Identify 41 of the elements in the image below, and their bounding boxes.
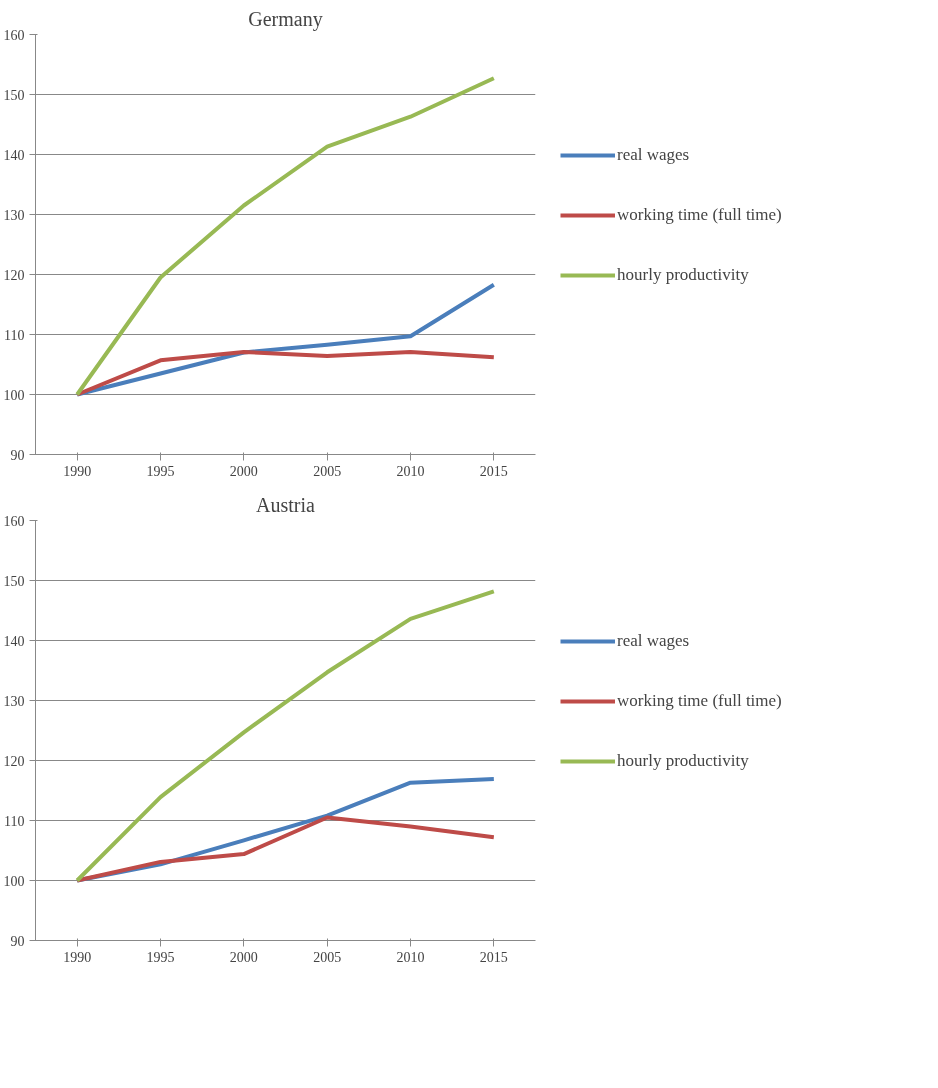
legend-label: real wages <box>617 630 690 651</box>
y-tick-label: 110 <box>4 327 25 343</box>
chart-title: Austria <box>256 493 316 516</box>
legend-label: working time (full time) <box>617 204 782 225</box>
x-tick-label: 1995 <box>146 949 175 965</box>
x-tick-label: 1990 <box>63 463 92 479</box>
legend-label: real wages <box>617 144 690 165</box>
y-tick-label: 110 <box>4 813 25 829</box>
x-tick-label: 2010 <box>396 463 425 479</box>
y-tick-label: 100 <box>3 387 25 403</box>
line-series <box>75 815 496 883</box>
x-tick-label: 2005 <box>313 463 342 479</box>
y-tick-label: 130 <box>3 693 25 709</box>
x-tick-label: 2015 <box>479 463 508 479</box>
y-tick-label: 150 <box>3 87 25 103</box>
x-tick-label: 1995 <box>146 463 175 479</box>
y-tick-label: 150 <box>3 573 25 589</box>
y-tick-label: 120 <box>3 753 25 769</box>
y-tick-label: 90 <box>10 933 25 949</box>
x-tick-label: 1990 <box>63 949 92 965</box>
y-tick-label: 100 <box>3 873 25 889</box>
line-series <box>75 349 496 397</box>
chart-title: Germany <box>248 7 323 31</box>
legend-label: working time (full time) <box>617 690 782 711</box>
line-series <box>75 282 496 397</box>
x-tick-label: 2015 <box>479 949 508 965</box>
legend-label: hourly productivity <box>617 750 749 771</box>
y-tick-label: 120 <box>3 267 25 283</box>
x-tick-label: 2010 <box>396 949 425 965</box>
y-tick-label: 90 <box>10 447 25 463</box>
legend-label: hourly productivity <box>617 264 749 285</box>
y-tick-label: 140 <box>3 633 25 649</box>
y-tick-label: 160 <box>3 27 25 43</box>
x-tick-label: 2000 <box>229 463 258 479</box>
x-tick-label: 2000 <box>229 949 258 965</box>
line-series <box>75 76 496 397</box>
y-tick-label: 160 <box>3 513 25 529</box>
y-tick-label: 140 <box>3 147 25 163</box>
y-tick-label: 130 <box>3 207 25 223</box>
x-tick-label: 2005 <box>313 949 342 965</box>
line-series <box>75 589 496 883</box>
